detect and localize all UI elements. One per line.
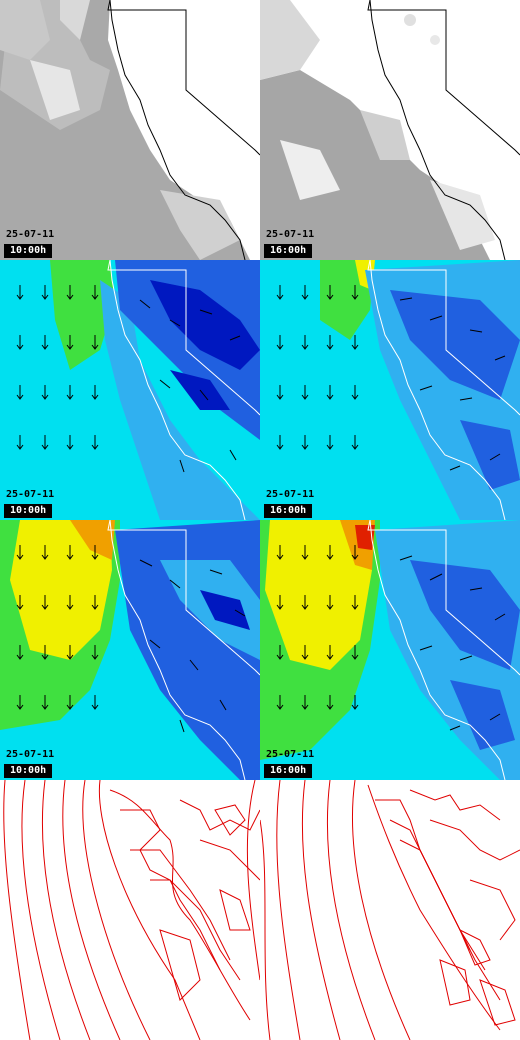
wind-map-high-10h: 25-07-11 10:00h xyxy=(0,520,260,780)
panel-time-label: 10:00h xyxy=(4,244,53,258)
panel-time-label: 10:00h xyxy=(4,764,53,778)
cloud-map-svg xyxy=(260,0,520,260)
panel-time-label: 10:00h xyxy=(4,504,53,518)
wind-map-svg xyxy=(260,260,520,520)
wind-map-low-10h: 25-07-11 10:00h xyxy=(0,260,260,520)
panel-date-label: 25-07-11 xyxy=(266,489,315,500)
wind-map-svg xyxy=(0,260,260,520)
panel-time-label: 16:00h xyxy=(264,764,313,778)
contour-map-10h xyxy=(0,780,260,1040)
wind-map-svg xyxy=(0,520,260,780)
contour-map-svg xyxy=(0,780,260,1040)
cloud-map-16h: 25-07-11 16:00h xyxy=(260,0,520,260)
panel-date-label: 25-07-11 xyxy=(6,229,55,240)
wind-map-low-16h: 25-07-11 16:00h xyxy=(260,260,520,520)
wind-map-svg xyxy=(260,520,520,780)
panel-date-label: 25-07-11 xyxy=(6,749,55,760)
wind-map-high-16h: 25-07-11 16:00h xyxy=(260,520,520,780)
panel-time-label: 16:00h xyxy=(264,244,313,258)
contour-map-svg xyxy=(260,780,520,1040)
panel-date-label: 25-07-11 xyxy=(266,749,315,760)
panel-time-label: 16:00h xyxy=(264,504,313,518)
panel-date-label: 25-07-11 xyxy=(6,489,55,500)
cloud-map-svg xyxy=(0,0,260,260)
contour-map-16h xyxy=(260,780,520,1040)
cloud-map-10h: 25-07-11 10:00h xyxy=(0,0,260,260)
panel-date-label: 25-07-11 xyxy=(266,229,315,240)
